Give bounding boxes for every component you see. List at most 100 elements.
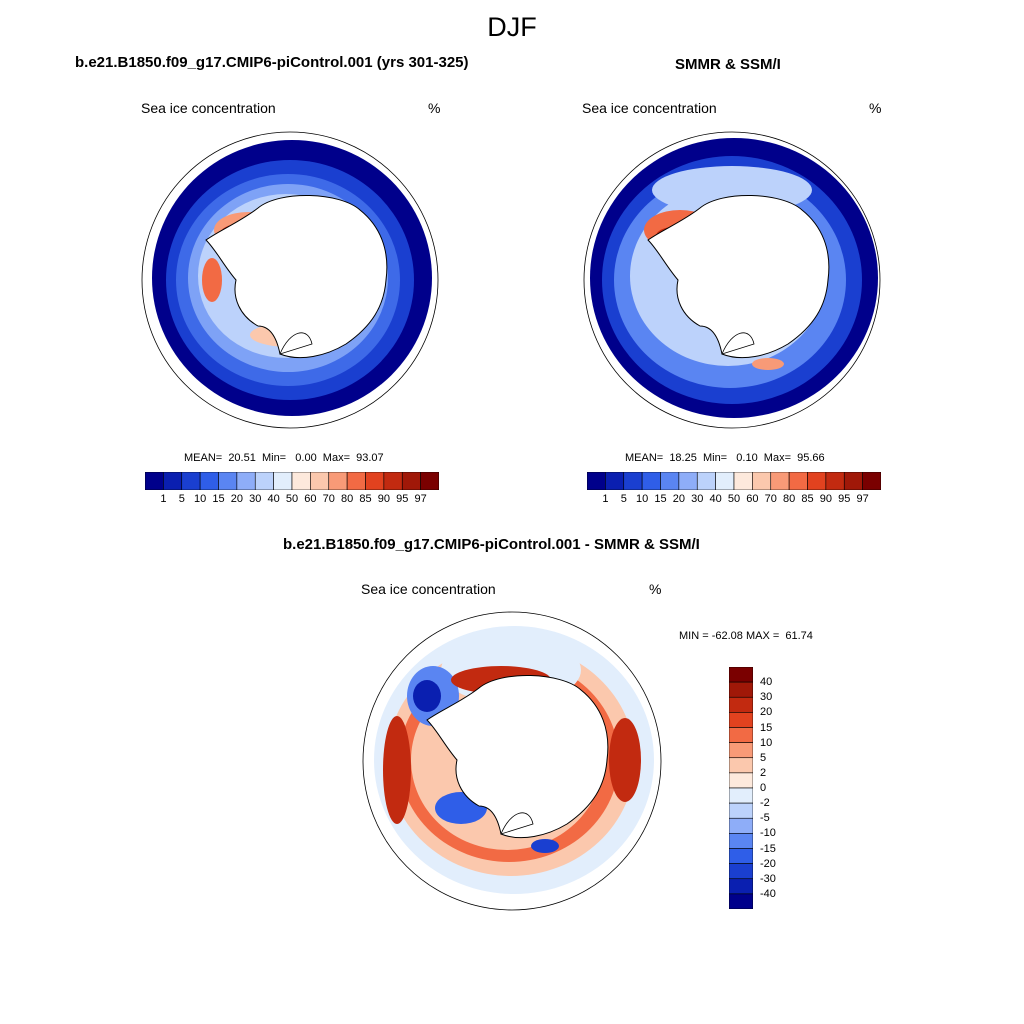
colorbar-swatch <box>729 727 753 743</box>
colorbar-swatch <box>328 472 348 490</box>
colorbar-swatch <box>401 472 421 490</box>
colorbar-swatch <box>181 472 201 490</box>
colorbar-swatch <box>729 667 753 683</box>
colorbar-swatch <box>678 472 698 490</box>
colorbar-swatch <box>291 472 311 490</box>
colorbar-tick-label: -20 <box>760 857 776 870</box>
colorbar-tick-label: -30 <box>760 872 776 885</box>
colorbar-tick-label: 15 <box>212 493 225 505</box>
colorbar-tick-label: 40 <box>267 493 280 505</box>
colorbar-swatch <box>807 472 827 490</box>
colorbar-tick-label: 30 <box>760 691 773 704</box>
colorbar-swatch <box>729 833 753 849</box>
colorbar-swatch <box>273 472 293 490</box>
colorbar-tick-label: 30 <box>249 493 262 505</box>
colorbar-tick-label: 40 <box>760 676 773 689</box>
colorbar-tick-label: 80 <box>341 493 354 505</box>
colorbar-swatch <box>729 772 753 789</box>
colorbar-tick-label: 70 <box>764 493 777 505</box>
colorbar-swatch <box>729 817 753 834</box>
colorbar-swatch <box>145 472 164 490</box>
colorbar-swatch <box>862 472 881 490</box>
colorbar-swatch <box>365 472 385 490</box>
colorbar-swatch <box>310 472 330 490</box>
colorbar-swatch <box>729 787 753 804</box>
colorbar-tick-label: 90 <box>819 493 832 505</box>
colorbar-swatch <box>729 742 753 759</box>
colorbar-tick-label: 10 <box>760 736 773 749</box>
colorbar-swatch <box>696 472 716 490</box>
colorbar-swatch <box>729 893 753 909</box>
colorbar-swatch <box>163 472 183 490</box>
colorbar-swatch <box>236 472 256 490</box>
panel-2-colorbar <box>587 472 881 490</box>
colorbar-swatch <box>346 472 366 490</box>
panel-2-colorbar-labels: 1 5 10 15 20 30 40 50 60 70 80 85 90 95 97 <box>587 493 881 507</box>
colorbar-swatch <box>254 472 274 490</box>
colorbar-swatch <box>199 472 219 490</box>
ice-patch-west <box>202 258 222 302</box>
colorbar-swatch <box>752 472 772 490</box>
antarctica-landmass <box>205 194 388 359</box>
colorbar-tick-label: 1 <box>160 493 167 505</box>
colorbar-swatch <box>218 472 238 490</box>
colorbar-swatch <box>729 848 753 864</box>
panel-2-units-label: % <box>869 100 882 116</box>
panel-1-colorbar-labels: 1 5 10 15 20 30 40 50 60 70 80 85 90 95 97 <box>145 493 439 507</box>
colorbar-swatch <box>843 472 863 490</box>
colorbar-tick-label: 10 <box>194 493 207 505</box>
colorbar-swatch <box>383 472 403 490</box>
colorbar-tick-label: 60 <box>304 493 317 505</box>
colorbar-swatch <box>729 712 753 728</box>
colorbar-swatch <box>605 472 625 490</box>
colorbar-tick-label: 5 <box>178 493 185 505</box>
colorbar-tick-label: -10 <box>760 827 776 840</box>
panel-2-title: SMMR & SSM/I <box>675 56 781 73</box>
colorbar-tick-label: 85 <box>801 493 814 505</box>
panel-2-map <box>583 131 881 429</box>
colorbar-tick-label: 30 <box>691 493 704 505</box>
panel-3-stats: MIN = -62.08 MAX = 61.74 <box>679 630 813 642</box>
map-border <box>141 131 439 429</box>
panel-3-map <box>362 611 662 911</box>
panel-3-colorbar <box>729 667 753 909</box>
colorbar-tick-label: 20 <box>230 493 243 505</box>
colorbar-tick-label: 50 <box>727 493 741 505</box>
colorbar-swatch <box>788 472 808 490</box>
ross-ice-shelf <box>279 332 313 355</box>
colorbar-tick-label: 0 <box>760 782 767 794</box>
colorbar-swatch <box>729 802 753 819</box>
panel-1-units-label: % <box>428 100 441 116</box>
colorbar-tick-label: -15 <box>760 842 776 855</box>
colorbar-tick-label: 90 <box>377 493 390 505</box>
panel-1-stats: MEAN= 20.51 Min= 0.00 Max= 93.07 <box>184 452 384 464</box>
colorbar-swatch <box>729 696 753 713</box>
colorbar-tick-label: 5 <box>620 493 627 505</box>
colorbar-tick-label: 15 <box>654 493 667 505</box>
panel-1-map <box>141 131 439 429</box>
colorbar-swatch <box>729 878 753 895</box>
colorbar-swatch <box>420 472 439 490</box>
panel-3-title: b.e21.B1850.f09_g17.CMIP6-piControl.001 … <box>283 536 700 553</box>
colorbar-tick-label: 2 <box>760 766 767 779</box>
colorbar-tick-label: -40 <box>760 887 776 900</box>
colorbar-swatch <box>641 472 661 490</box>
colorbar-tick-label: -2 <box>760 797 770 810</box>
colorbar-tick-label: 10 <box>636 493 649 505</box>
panel-2-variable-label: Sea ice concentration <box>582 100 717 116</box>
panel-3-units-label: % <box>649 581 662 597</box>
colorbar-swatch <box>729 757 753 774</box>
colorbar-tick-label: 85 <box>359 493 372 505</box>
colorbar-tick-label: 50 <box>285 493 299 505</box>
colorbar-swatch <box>733 472 753 490</box>
colorbar-swatch <box>729 863 753 880</box>
colorbar-tick-label: 20 <box>760 706 773 719</box>
colorbar-tick-label: 1 <box>602 493 609 505</box>
colorbar-swatch <box>729 681 753 698</box>
panel-1-variable-label: Sea ice concentration <box>141 100 276 116</box>
colorbar-tick-label: 70 <box>322 493 335 505</box>
colorbar-tick-label: 97 <box>414 493 427 505</box>
panel-2-stats: MEAN= 18.25 Min= 0.10 Max= 95.66 <box>625 452 825 464</box>
colorbar-tick-label: 15 <box>760 721 773 734</box>
colorbar-tick-label: 20 <box>672 493 685 505</box>
